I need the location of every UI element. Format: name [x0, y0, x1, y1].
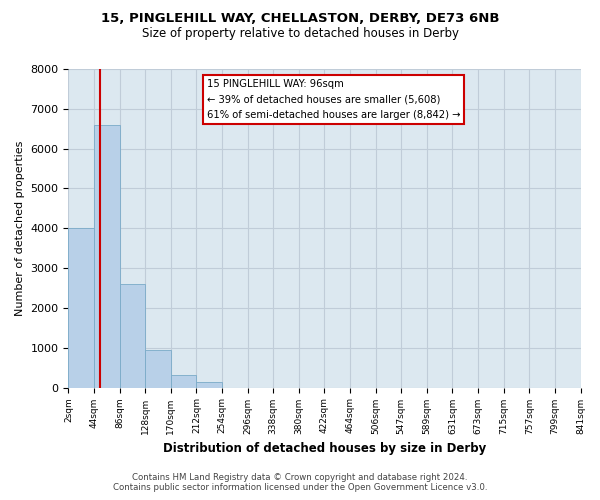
Y-axis label: Number of detached properties: Number of detached properties — [15, 140, 25, 316]
Bar — [119, 284, 145, 388]
Bar — [145, 350, 171, 388]
Text: Contains HM Land Registry data © Crown copyright and database right 2024.
Contai: Contains HM Land Registry data © Crown c… — [113, 473, 487, 492]
Bar — [196, 382, 222, 388]
Text: 15, PINGLEHILL WAY, CHELLASTON, DERBY, DE73 6NB: 15, PINGLEHILL WAY, CHELLASTON, DERBY, D… — [101, 12, 499, 26]
X-axis label: Distribution of detached houses by size in Derby: Distribution of detached houses by size … — [163, 442, 486, 455]
Bar — [171, 375, 196, 388]
Bar — [94, 124, 119, 388]
Text: Size of property relative to detached houses in Derby: Size of property relative to detached ho… — [142, 28, 458, 40]
Text: 15 PINGLEHILL WAY: 96sqm
← 39% of detached houses are smaller (5,608)
61% of sem: 15 PINGLEHILL WAY: 96sqm ← 39% of detach… — [206, 78, 460, 120]
Bar — [68, 228, 94, 388]
